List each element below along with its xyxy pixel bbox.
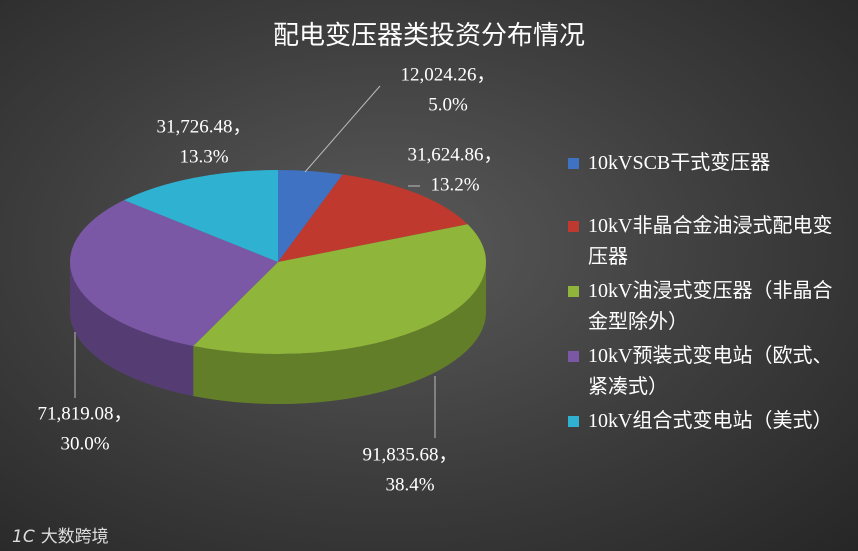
watermark-text: 大数跨境 xyxy=(40,527,109,547)
legend-swatch xyxy=(568,221,579,232)
legend-item: 10kV预装式变电站（欧式、紧凑式） xyxy=(566,341,838,403)
data-label: 71,819.08， xyxy=(37,403,132,424)
legend-label: 10kV组合式变电站（美式） xyxy=(588,410,833,432)
slice-top xyxy=(193,224,487,354)
legend-item: 10kV油浸式变压器（非晶合金型除外） xyxy=(566,276,838,338)
percent-label: 13.3% xyxy=(179,146,228,167)
data-label: 91,835.68， xyxy=(362,444,457,465)
pie-slice xyxy=(278,170,343,262)
slice-side-shade xyxy=(69,262,194,397)
legend-item: 10kV非晶合金油浸式配电变压器 xyxy=(566,211,838,273)
legend-label: 10kV油浸式变压器（非晶合金型除外） xyxy=(588,280,833,333)
data-label: 12,024.26， xyxy=(400,64,495,85)
legend-swatch xyxy=(568,286,579,297)
legend: 10kVSCB干式变压器 10kV非晶合金油浸式配电变压器 10kV油浸式变压器（非… xyxy=(566,148,838,440)
legend-swatch xyxy=(568,416,579,427)
leader-line xyxy=(304,85,381,173)
legend-item: 10kVSCB干式变压器 xyxy=(566,148,838,179)
slice-top xyxy=(70,200,279,347)
data-label: 31,624.86， xyxy=(407,144,502,165)
chart-title: 配电变压器类投资分布情况 xyxy=(273,21,585,50)
legend-swatch xyxy=(568,158,579,169)
legend-swatch xyxy=(568,351,579,362)
percent-label: 13.2% xyxy=(430,174,479,195)
percent-label: 5.0% xyxy=(428,94,468,115)
watermark: 1C 大数跨境 xyxy=(12,522,109,547)
percent-label: 38.4% xyxy=(385,474,434,495)
slice-side xyxy=(193,262,487,404)
pie-slice xyxy=(123,170,278,262)
data-label: 31,726.48， xyxy=(156,116,251,137)
slice-top xyxy=(278,170,343,262)
slice-side-shade xyxy=(193,262,487,404)
legend-item: 10kV组合式变电站（美式） xyxy=(566,406,838,437)
pie-slice xyxy=(69,200,279,397)
legend-label: 10kV非晶合金油浸式配电变压器 xyxy=(588,215,833,268)
slice-top xyxy=(278,174,468,262)
percent-label: 30.0% xyxy=(60,433,109,454)
legend-label: 10kVSCB干式变压器 xyxy=(588,152,771,174)
legend-label: 10kV预装式变电站（欧式、紧凑式） xyxy=(588,345,833,398)
watermark-logo: 1C xyxy=(12,527,35,547)
pie-slice xyxy=(278,174,468,262)
pie-slice xyxy=(193,224,487,404)
slice-top xyxy=(123,170,278,262)
slice-side xyxy=(69,262,194,397)
